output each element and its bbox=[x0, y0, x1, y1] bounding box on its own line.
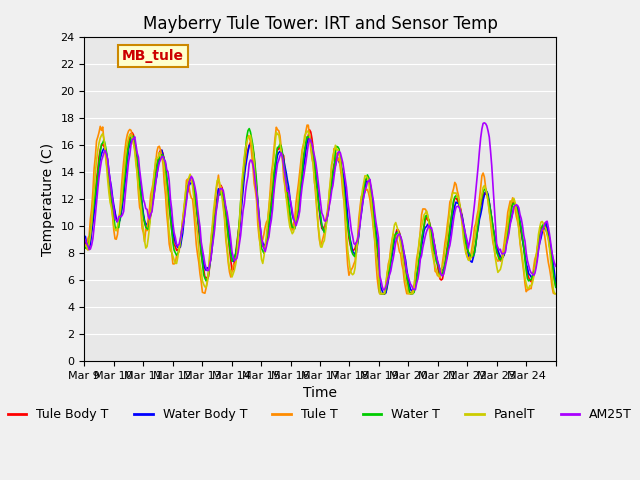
AM25T bbox=[111, 216, 119, 222]
PanelT bbox=[489, 236, 497, 241]
Tule T bbox=[111, 236, 119, 241]
Tule Body T bbox=[377, 291, 385, 297]
Tule T bbox=[489, 240, 497, 245]
Water Body T bbox=[552, 280, 559, 286]
Title: Mayberry Tule Tower: IRT and Sensor Temp: Mayberry Tule Tower: IRT and Sensor Temp bbox=[143, 15, 497, 33]
PanelT bbox=[552, 291, 559, 297]
Tule T bbox=[550, 291, 558, 297]
Water T bbox=[324, 208, 332, 214]
Legend: Tule Body T, Water Body T, Tule T, Water T, PanelT, AM25T: Tule Body T, Water Body T, Tule T, Water… bbox=[3, 403, 637, 426]
Line: Tule Body T: Tule Body T bbox=[84, 130, 556, 294]
Tule T bbox=[376, 291, 383, 297]
PanelT bbox=[97, 135, 104, 141]
Line: Water Body T: Water Body T bbox=[84, 136, 556, 294]
Water T bbox=[550, 277, 558, 283]
Text: MB_tule: MB_tule bbox=[122, 49, 184, 63]
AM25T bbox=[552, 264, 559, 269]
Tule T bbox=[419, 206, 427, 212]
Line: Tule T: Tule T bbox=[84, 125, 556, 294]
Water Body T bbox=[550, 271, 558, 277]
PanelT bbox=[376, 291, 383, 297]
AM25T bbox=[550, 260, 558, 266]
Tule Body T bbox=[81, 237, 88, 242]
Line: PanelT: PanelT bbox=[84, 131, 556, 294]
PanelT bbox=[81, 243, 88, 249]
Tule Body T bbox=[489, 225, 497, 231]
Water T bbox=[419, 229, 427, 235]
Tule T bbox=[97, 123, 104, 129]
PanelT bbox=[324, 208, 332, 214]
AM25T bbox=[489, 182, 497, 188]
Tule Body T bbox=[324, 210, 332, 216]
Water T bbox=[111, 224, 119, 230]
Line: Water T: Water T bbox=[84, 129, 556, 294]
Water Body T bbox=[380, 291, 387, 297]
Water T bbox=[245, 126, 253, 132]
Water Body T bbox=[419, 236, 427, 241]
Water T bbox=[489, 225, 497, 230]
Tule Body T bbox=[97, 147, 104, 153]
Water Body T bbox=[81, 233, 88, 239]
AM25T bbox=[481, 120, 488, 126]
Tule Body T bbox=[306, 127, 314, 132]
Tule Body T bbox=[550, 277, 558, 283]
Water Body T bbox=[324, 210, 332, 216]
Y-axis label: Temperature (C): Temperature (C) bbox=[41, 143, 55, 256]
Tule Body T bbox=[111, 211, 119, 216]
Water Body T bbox=[306, 133, 314, 139]
Line: AM25T: AM25T bbox=[84, 123, 556, 290]
Water Body T bbox=[111, 209, 119, 215]
Water T bbox=[552, 285, 559, 290]
X-axis label: Time: Time bbox=[303, 386, 337, 400]
PanelT bbox=[550, 291, 558, 297]
Water T bbox=[97, 149, 104, 155]
AM25T bbox=[418, 253, 426, 259]
AM25T bbox=[323, 216, 331, 222]
Tule T bbox=[552, 291, 559, 297]
Water T bbox=[377, 291, 385, 297]
Water Body T bbox=[489, 225, 497, 230]
Tule Body T bbox=[552, 283, 559, 289]
Tule T bbox=[303, 122, 311, 128]
PanelT bbox=[303, 128, 311, 134]
AM25T bbox=[97, 166, 104, 171]
Tule Body T bbox=[419, 231, 427, 237]
AM25T bbox=[81, 235, 88, 241]
AM25T bbox=[380, 287, 387, 293]
Tule T bbox=[81, 241, 88, 247]
PanelT bbox=[419, 217, 427, 223]
Water T bbox=[81, 243, 88, 249]
Tule T bbox=[324, 204, 332, 210]
Water Body T bbox=[97, 156, 104, 162]
PanelT bbox=[111, 227, 119, 233]
